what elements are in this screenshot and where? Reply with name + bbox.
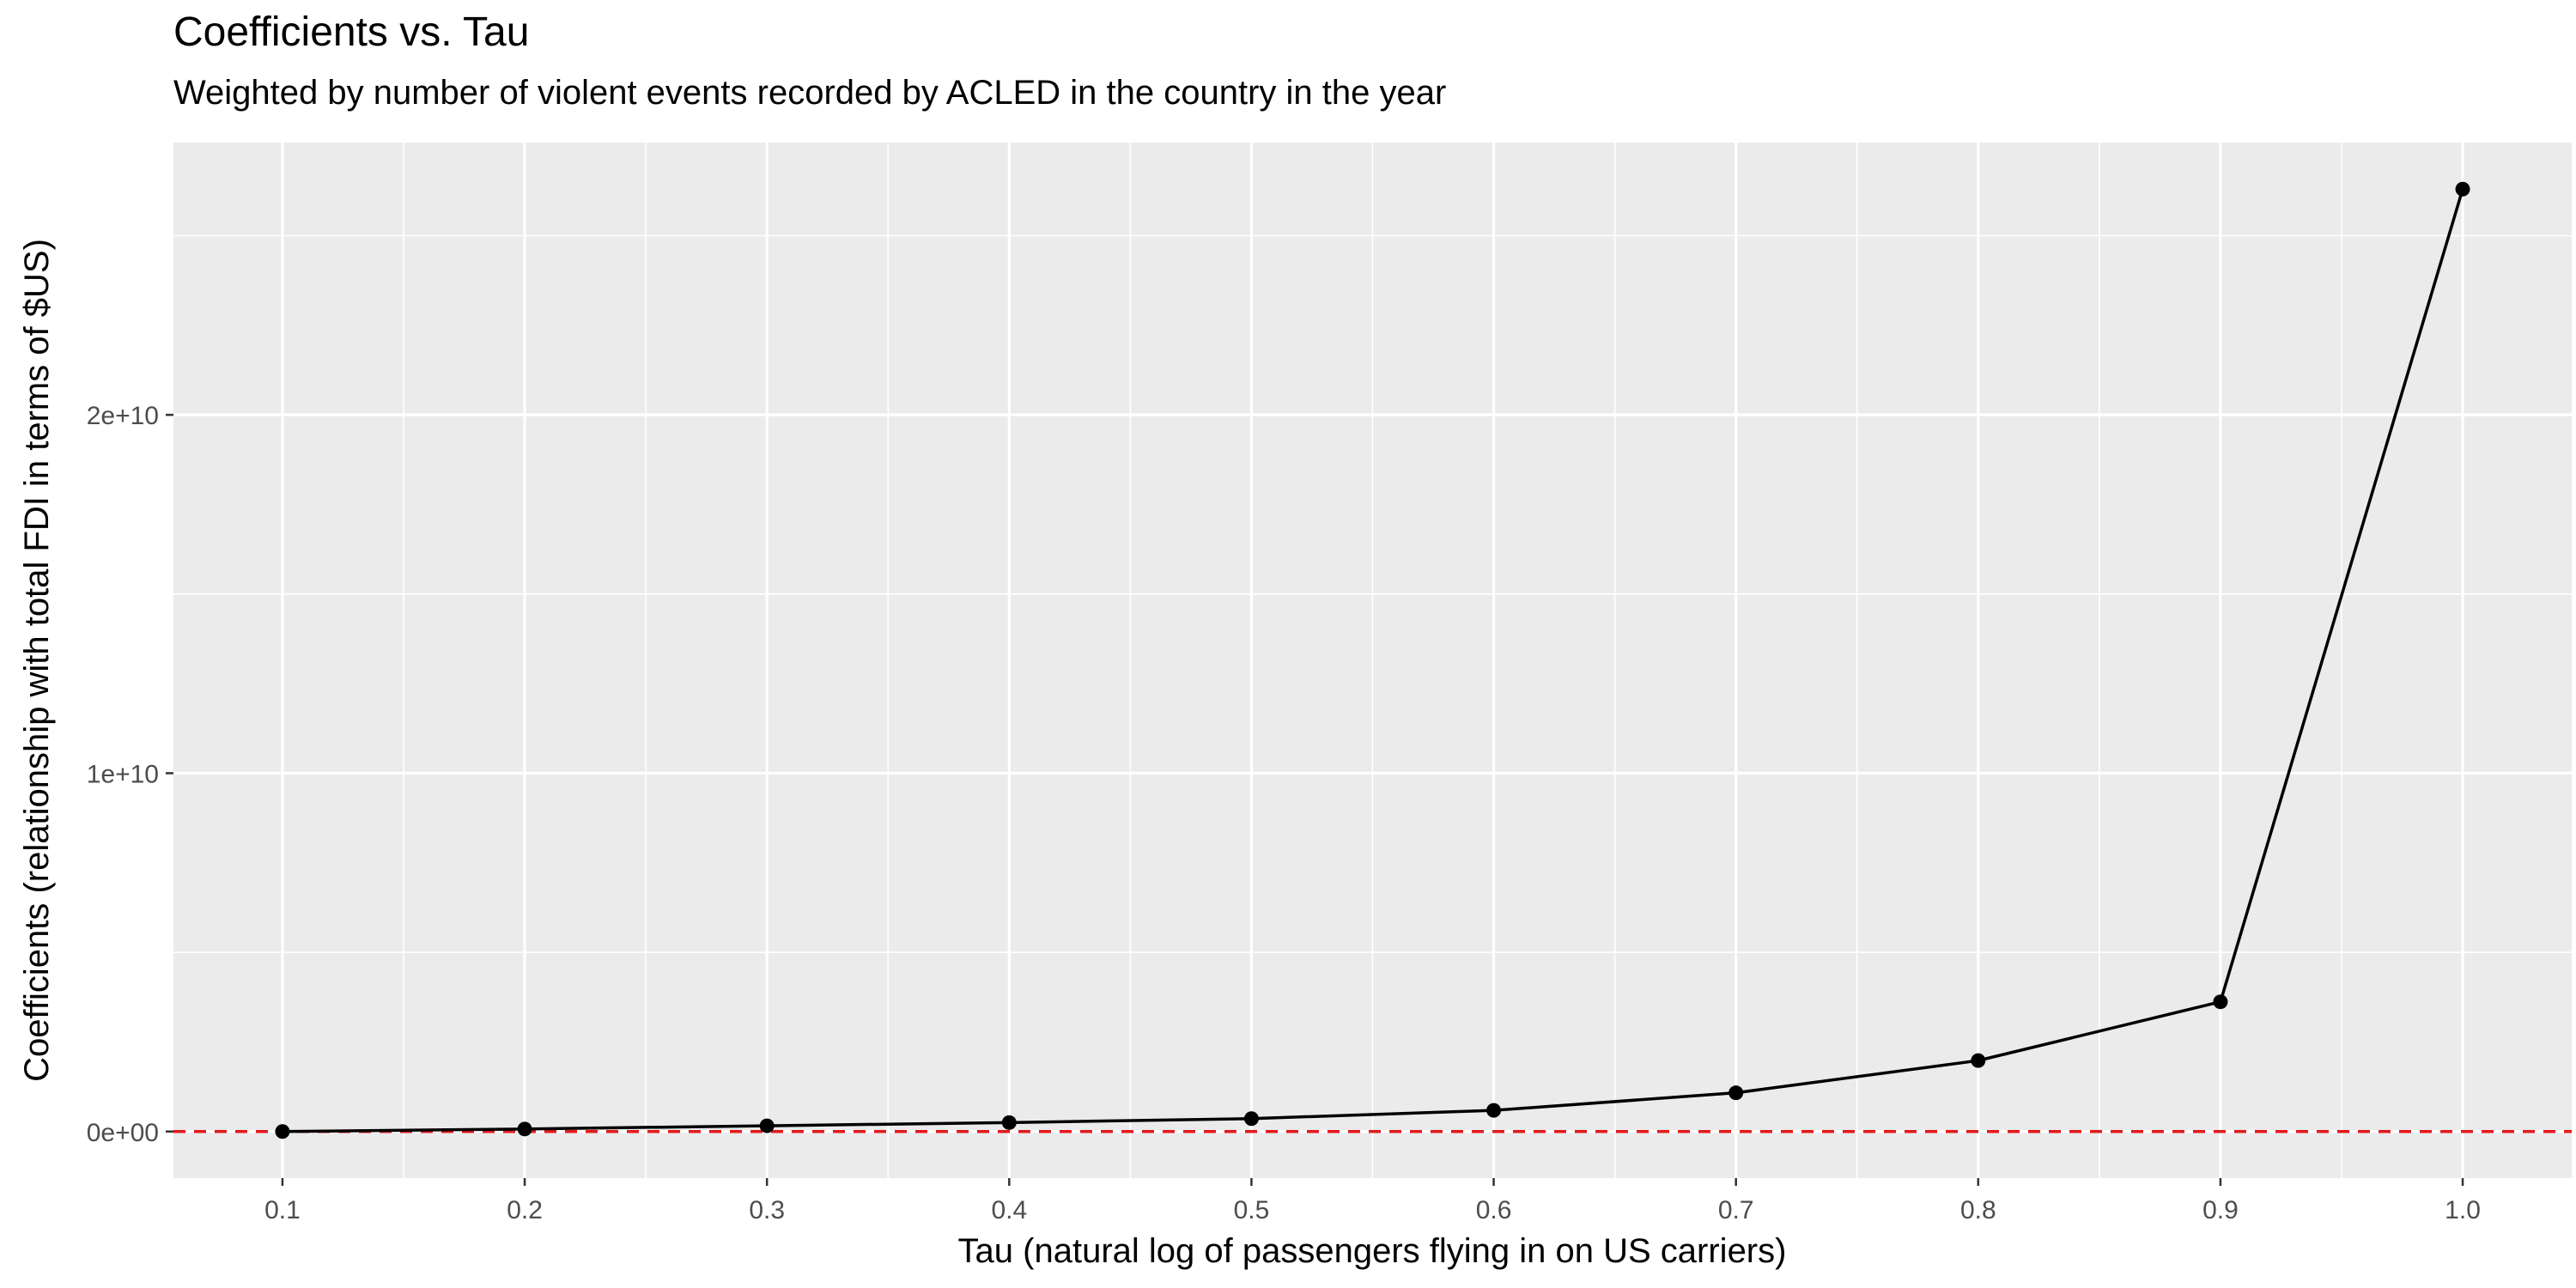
y-tick-label: 1e+10	[87, 760, 159, 788]
data-point	[759, 1118, 775, 1133]
data-point	[2455, 181, 2470, 197]
x-tick-label: 0.2	[507, 1196, 543, 1224]
y-axis-title: Coefficients (relationship with total FD…	[18, 239, 56, 1082]
x-tick-label: 0.3	[749, 1196, 785, 1224]
x-tick-label: 0.9	[2202, 1196, 2239, 1224]
x-tick-label: 0.4	[991, 1196, 1027, 1224]
x-tick-label: 0.7	[1718, 1196, 1754, 1224]
x-tick-label: 0.6	[1476, 1196, 1512, 1224]
data-point	[1728, 1085, 1744, 1101]
x-tick-label: 0.1	[264, 1196, 301, 1224]
x-axis-title: Tau (natural log of passengers flying in…	[958, 1232, 1787, 1270]
major-gridlines	[173, 143, 2572, 1178]
y-tick-label: 0e+00	[87, 1119, 159, 1147]
series-line-layer	[282, 188, 2464, 1133]
data-point	[1486, 1103, 1502, 1118]
y-tick-label: 2e+10	[87, 402, 159, 430]
data-points	[275, 181, 2470, 1139]
x-tick-label: 1.0	[2445, 1196, 2481, 1224]
data-point	[275, 1124, 290, 1139]
x-tick-label: 0.8	[1960, 1196, 1996, 1224]
data-point	[1001, 1115, 1017, 1130]
chart-title: Coefficients vs. Tau	[173, 9, 530, 55]
data-point	[1243, 1111, 1259, 1127]
x-tick-label: 0.5	[1234, 1196, 1270, 1224]
data-point	[517, 1121, 532, 1137]
y-axis-ticks: 0e+00 1e+10 2e+10	[87, 402, 173, 1147]
data-point	[2213, 994, 2228, 1010]
data-point	[1971, 1053, 1986, 1068]
series-line	[282, 188, 2464, 1133]
chart-subtitle: Weighted by number of violent events rec…	[173, 74, 1447, 112]
minor-gridlines	[173, 143, 2572, 1178]
x-axis-ticks: 0.1 0.2 0.3 0.4 0.5 0.6 0.7 0.8 0.9 1.0	[264, 1178, 2481, 1224]
